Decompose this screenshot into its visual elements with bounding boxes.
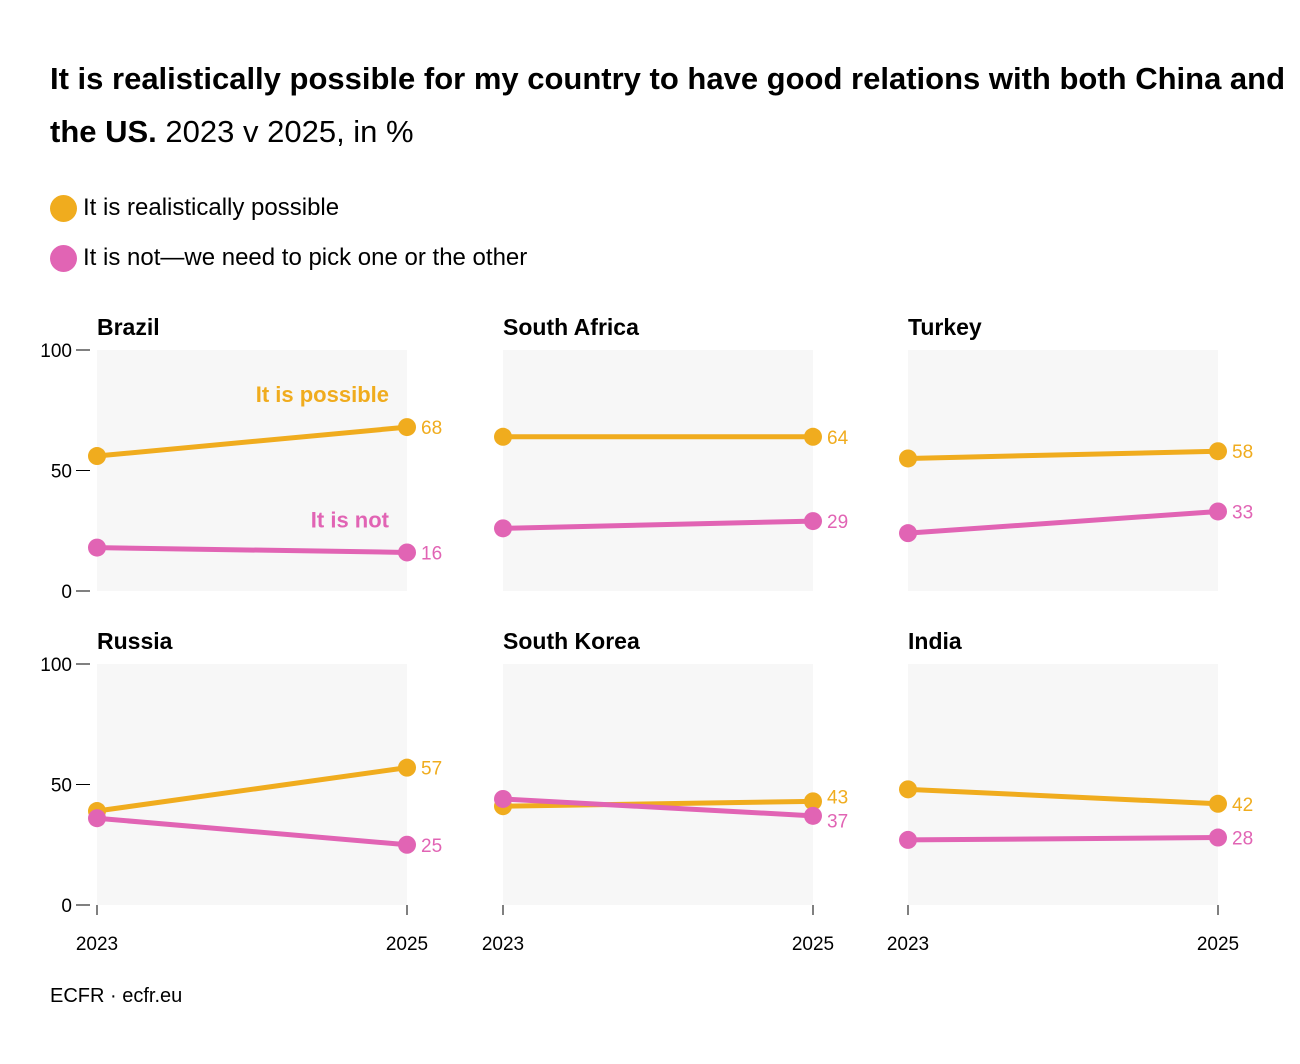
panel-title: Turkey — [908, 314, 982, 340]
series-line-not — [907, 508, 1219, 536]
data-point-possible — [398, 418, 416, 437]
title-text: It is realistically possible for my coun… — [50, 61, 1286, 149]
panel-title: South Korea — [503, 628, 640, 654]
series-line-not — [96, 815, 408, 848]
x-tick-label: 2025 — [1197, 934, 1239, 955]
panel-background — [97, 664, 407, 905]
legend-dot — [50, 194, 77, 222]
data-label: 57 — [421, 759, 442, 780]
data-label: 43 — [827, 788, 848, 809]
panel-turkey: Turkey 58 33 — [899, 314, 1253, 591]
panel-south-korea: South Korea 2023 2025 43 37 — [482, 628, 848, 955]
panel-background — [908, 350, 1218, 591]
panel-title: Russia — [97, 628, 173, 654]
data-point-not — [88, 538, 106, 557]
panel-russia: Russia 0 50 100 2023 2025 57 25 — [40, 628, 442, 955]
data-point-possible — [1209, 442, 1227, 461]
data-label: 16 — [421, 543, 442, 564]
series-line-possible — [907, 786, 1219, 807]
data-label: 28 — [1232, 829, 1253, 850]
series-line-not — [502, 518, 814, 531]
legend-label: It is realistically possible — [83, 194, 340, 221]
panel-background — [908, 664, 1218, 905]
data-label: 37 — [827, 812, 848, 833]
x-tick-label: 2023 — [76, 934, 118, 955]
series-line-possible — [96, 765, 408, 814]
data-point-not — [1209, 502, 1227, 521]
data-label: 58 — [1232, 442, 1253, 463]
panel-background — [503, 350, 813, 591]
panel-title: India — [908, 628, 962, 654]
data-point-possible — [88, 447, 106, 466]
panel-india: India 2023 2025 42 28 — [887, 628, 1253, 955]
panel-title: Brazil — [97, 314, 160, 340]
data-point-not — [494, 789, 512, 808]
data-point-not — [88, 809, 106, 828]
data-point-not — [899, 830, 917, 849]
series-line-not — [907, 835, 1219, 843]
data-point-not — [804, 512, 822, 531]
data-point-possible — [804, 792, 822, 811]
x-tick-label: 2025 — [386, 934, 428, 955]
legend-dot — [50, 244, 77, 272]
y-tick-label: 100 — [40, 655, 72, 676]
data-point-possible — [494, 427, 512, 446]
legend-label: It is not—we need to pick one or the oth… — [83, 244, 528, 271]
data-point-not — [1209, 828, 1227, 847]
data-label: 29 — [827, 512, 848, 533]
data-point-not — [494, 519, 512, 538]
chart-title: It is realistically possible for my coun… — [50, 52, 1290, 158]
data-point-possible — [899, 449, 917, 468]
data-label: 33 — [1232, 502, 1253, 523]
series-line-possible — [96, 424, 408, 459]
data-label: 25 — [421, 836, 442, 857]
series-line-possible — [502, 798, 814, 809]
subtitle: 2023 v 2025, in % — [165, 114, 414, 149]
source: ECFR · ecfr.eu — [50, 985, 183, 1007]
series-line-not — [96, 545, 408, 555]
y-tick-label: 0 — [61, 582, 72, 603]
panel-brazil: Brazil 0 50 100 68 It is possible 16 It is not — [40, 314, 442, 603]
series-line-not — [502, 796, 814, 819]
data-point-not — [899, 524, 917, 543]
panel-title: South Africa — [503, 314, 639, 340]
annotation-not: It is not — [311, 507, 390, 532]
y-tick-label: 100 — [40, 341, 72, 362]
panel-background — [503, 664, 813, 905]
y-tick-label: 50 — [51, 776, 72, 797]
data-point-possible — [398, 758, 416, 777]
data-point-not — [804, 806, 822, 825]
data-point-possible — [804, 427, 822, 446]
data-label: 64 — [827, 428, 849, 449]
x-tick-label: 2023 — [482, 934, 524, 955]
panel-south-africa: South Africa 64 29 — [494, 314, 849, 591]
series-line-possible — [907, 448, 1219, 461]
y-tick-label: 0 — [61, 896, 72, 917]
data-point-possible — [899, 780, 917, 799]
legend-item-possible: It is realistically possible — [50, 194, 339, 222]
annotation-possible: It is possible — [256, 382, 389, 407]
data-label: 42 — [1232, 795, 1253, 816]
x-tick-label: 2023 — [887, 934, 929, 955]
data-point-not — [398, 835, 416, 854]
y-tick-label: 50 — [51, 462, 72, 483]
x-tick-label: 2025 — [792, 934, 834, 955]
data-point-possible — [1209, 794, 1227, 813]
data-label: 68 — [421, 418, 442, 439]
data-point-not — [398, 543, 416, 562]
legend-item-not: It is not—we need to pick one or the oth… — [50, 244, 527, 272]
